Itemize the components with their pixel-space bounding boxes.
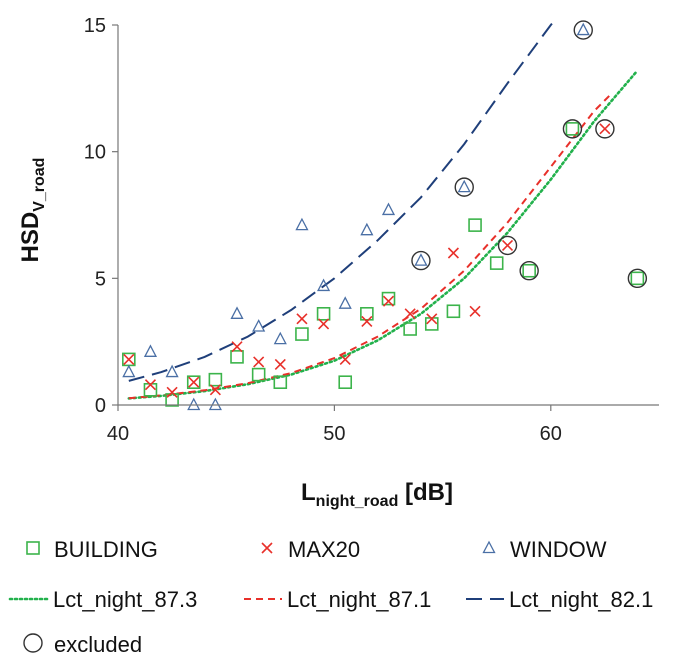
point-excluded — [497, 235, 518, 256]
point-excluded — [595, 119, 615, 139]
legend-label-lct-night-87-3: Lct_night_87.3 — [53, 587, 197, 612]
point-max20 — [447, 247, 459, 259]
point-window — [165, 364, 179, 378]
point-max20 — [188, 376, 200, 388]
point-excluded — [627, 268, 648, 289]
legend-item-lct-night-87-1: Lct_night_87.1 — [244, 587, 431, 612]
point-excluded — [454, 177, 474, 197]
point-building — [186, 375, 201, 390]
x-axis-title-subscript: night_road — [316, 493, 399, 510]
point-window — [273, 331, 287, 345]
point-building — [446, 304, 461, 319]
point-max20 — [318, 318, 330, 330]
point-max20 — [426, 313, 438, 325]
point-building — [208, 372, 223, 387]
point-building — [468, 218, 482, 232]
point-window — [381, 202, 396, 216]
x-tick-label: 60 — [540, 423, 562, 445]
point-max20 — [599, 123, 611, 135]
point-window — [338, 296, 352, 309]
point-building — [403, 322, 417, 336]
point-max20 — [231, 341, 243, 353]
point-window — [143, 344, 158, 357]
y-tick-label: 5 — [95, 268, 106, 290]
point-max20 — [253, 356, 265, 368]
point-window — [252, 319, 266, 332]
point-max20 — [382, 295, 395, 307]
point-max20 — [339, 353, 351, 365]
legend-swatch-window — [482, 540, 496, 554]
y-axis-title-subscript: V_road — [31, 158, 48, 212]
point-window — [317, 278, 331, 292]
point-excluded — [411, 250, 431, 271]
legend-label-max20: MAX20 — [288, 537, 360, 562]
point-window — [295, 217, 309, 231]
point-max20 — [166, 386, 178, 398]
x-axis-title: Lnight_road [dB] — [301, 479, 453, 510]
point-building — [251, 367, 266, 382]
legend-swatch-building — [26, 541, 40, 555]
point-building — [230, 350, 244, 364]
y-axis-title: HSDV_road — [17, 158, 48, 263]
legend-item-max20: MAX20 — [261, 537, 360, 562]
plot-area — [122, 19, 648, 411]
point-window — [360, 222, 374, 236]
point-excluded — [562, 119, 583, 139]
point-building — [165, 393, 179, 407]
legend-item-window: WINDOW — [482, 537, 607, 562]
point-window — [230, 306, 244, 319]
legend-label-window: WINDOW — [510, 537, 607, 562]
point-window — [457, 179, 471, 193]
point-max20 — [469, 305, 481, 317]
legend: BUILDING MAX20 WINDOW Lct_night_87.3 Lct_nig… — [8, 537, 653, 655]
curve-lct-night-87-1 — [128, 95, 610, 400]
ticks: 0 5 10 15 40 50 60 — [84, 15, 562, 445]
legend-swatch-max20 — [261, 542, 273, 554]
legend-label-lct-night-82-1: Lct_night_82.1 — [509, 587, 653, 612]
point-building — [630, 271, 645, 286]
point-window — [576, 22, 590, 36]
legend-label-building: BUILDING — [54, 537, 158, 562]
point-building — [338, 375, 353, 390]
point-max20 — [209, 384, 221, 396]
legend-item-lct-night-82-1: Lct_night_82.1 — [466, 587, 653, 612]
curve-lct-night-82-1 — [128, 19, 556, 382]
point-building — [381, 291, 396, 306]
point-building — [360, 306, 374, 321]
point-window — [187, 397, 201, 411]
point-window — [414, 253, 428, 266]
y-tick-label: 15 — [84, 15, 106, 37]
point-max20 — [361, 315, 373, 327]
point-max20 — [144, 379, 157, 391]
legend-label-excluded: excluded — [54, 632, 142, 655]
point-building — [522, 263, 536, 278]
y-tick-label: 0 — [95, 395, 106, 417]
point-building — [489, 256, 504, 270]
point-max20 — [296, 313, 308, 325]
point-window — [208, 397, 222, 411]
legend-item-lct-night-87-3: Lct_night_87.3 — [8, 587, 197, 612]
axes — [117, 25, 659, 406]
point-max20 — [404, 308, 416, 320]
legend-item-building: BUILDING — [26, 537, 158, 562]
point-building — [565, 122, 580, 136]
legend-item-excluded: excluded — [23, 632, 142, 655]
point-excluded — [573, 20, 593, 40]
point-excluded — [519, 261, 539, 281]
x-axis-title-unit: [dB] — [398, 479, 453, 506]
point-window — [122, 364, 136, 378]
x-tick-label: 40 — [107, 423, 129, 445]
point-building — [273, 375, 288, 390]
x-tick-label: 50 — [323, 423, 345, 445]
y-tick-label: 10 — [84, 142, 106, 164]
legend-label-lct-night-87-1: Lct_night_87.1 — [287, 587, 431, 612]
point-building — [316, 306, 331, 321]
point-max20 — [274, 358, 286, 371]
legend-swatch-excluded — [23, 633, 43, 653]
point-building — [295, 327, 309, 341]
point-max20 — [501, 239, 514, 251]
point-max20 — [123, 353, 135, 365]
